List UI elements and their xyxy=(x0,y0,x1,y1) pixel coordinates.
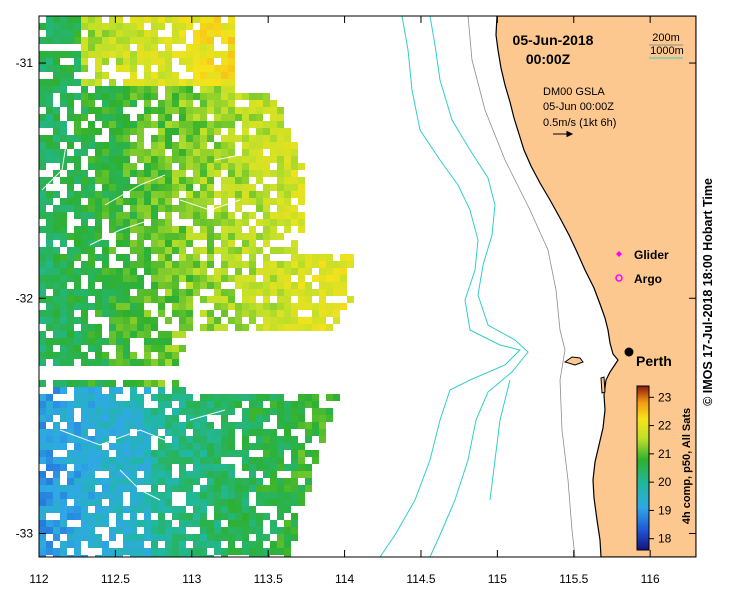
product-name: DM00 GSLA xyxy=(543,86,605,98)
x-tick-label: 113 xyxy=(182,572,201,586)
y-axis: -31 -32 -33 xyxy=(16,56,696,540)
colorbar-tick-label: 21 xyxy=(658,447,672,461)
colorbar-tick-label: 20 xyxy=(658,475,672,489)
x-tick-label: 113.5 xyxy=(254,572,283,586)
vector-scale-label: 0.5m/s (1kt 6h) xyxy=(543,117,616,129)
colorbar-tick-label: 19 xyxy=(658,503,672,517)
x-tick-label: 112.5 xyxy=(101,572,130,586)
colorbar xyxy=(636,385,650,551)
product-time: 05-Jun 00:00Z xyxy=(543,101,614,113)
x-tick-label: 115 xyxy=(488,572,507,586)
perth-label: Perth xyxy=(636,353,672,369)
y-tick-label: -31 xyxy=(16,56,34,70)
x-tick-label: 116 xyxy=(641,572,660,586)
perth-marker xyxy=(624,347,634,357)
colorbar-tick-label: 22 xyxy=(658,419,672,433)
map-frame xyxy=(38,15,697,558)
vector-scale-arrow xyxy=(553,130,574,138)
circle-icon xyxy=(615,274,623,282)
x-tick-label: 114.5 xyxy=(406,572,435,586)
header-date: 05-Jun-2018 xyxy=(513,32,594,48)
colorbar-tick-label: 18 xyxy=(658,532,672,546)
colorbar-ticks: 18 19 20 21 22 23 xyxy=(649,390,672,546)
x-axis: 112 112.5 113 113.5 114 114.5 115 115.5 116 xyxy=(29,16,660,586)
isobath-200m-label: 200m xyxy=(652,32,680,44)
y-tick-label: -32 xyxy=(16,291,34,305)
colorbar-title: 4h comp, p50, All Sats xyxy=(681,407,693,525)
glider-label: Glider xyxy=(634,248,669,262)
garden-island xyxy=(600,376,606,394)
x-tick-label: 112 xyxy=(29,572,48,586)
isobath-1000m xyxy=(379,16,521,557)
x-tick-label: 114 xyxy=(335,572,354,586)
isobath-1000m-label: 1000m xyxy=(650,45,684,57)
sst-field xyxy=(39,16,354,557)
colorbar-tick-label: 23 xyxy=(658,390,672,404)
y-tick-label: -33 xyxy=(16,526,34,540)
isobath-1000m-inner xyxy=(429,16,529,557)
isobath-200m xyxy=(467,16,576,557)
diamond-icon xyxy=(616,251,622,257)
header-time: 00:00Z xyxy=(526,51,571,67)
rottnest-island xyxy=(563,356,584,366)
argo-label: Argo xyxy=(634,272,662,286)
credit-text: © IMOS 17-Jul-2018 18:00 Hobart Time xyxy=(701,178,715,406)
x-tick-label: 115.5 xyxy=(559,572,588,586)
isobath-1000m-south xyxy=(489,379,511,501)
current-vectors xyxy=(41,144,241,501)
